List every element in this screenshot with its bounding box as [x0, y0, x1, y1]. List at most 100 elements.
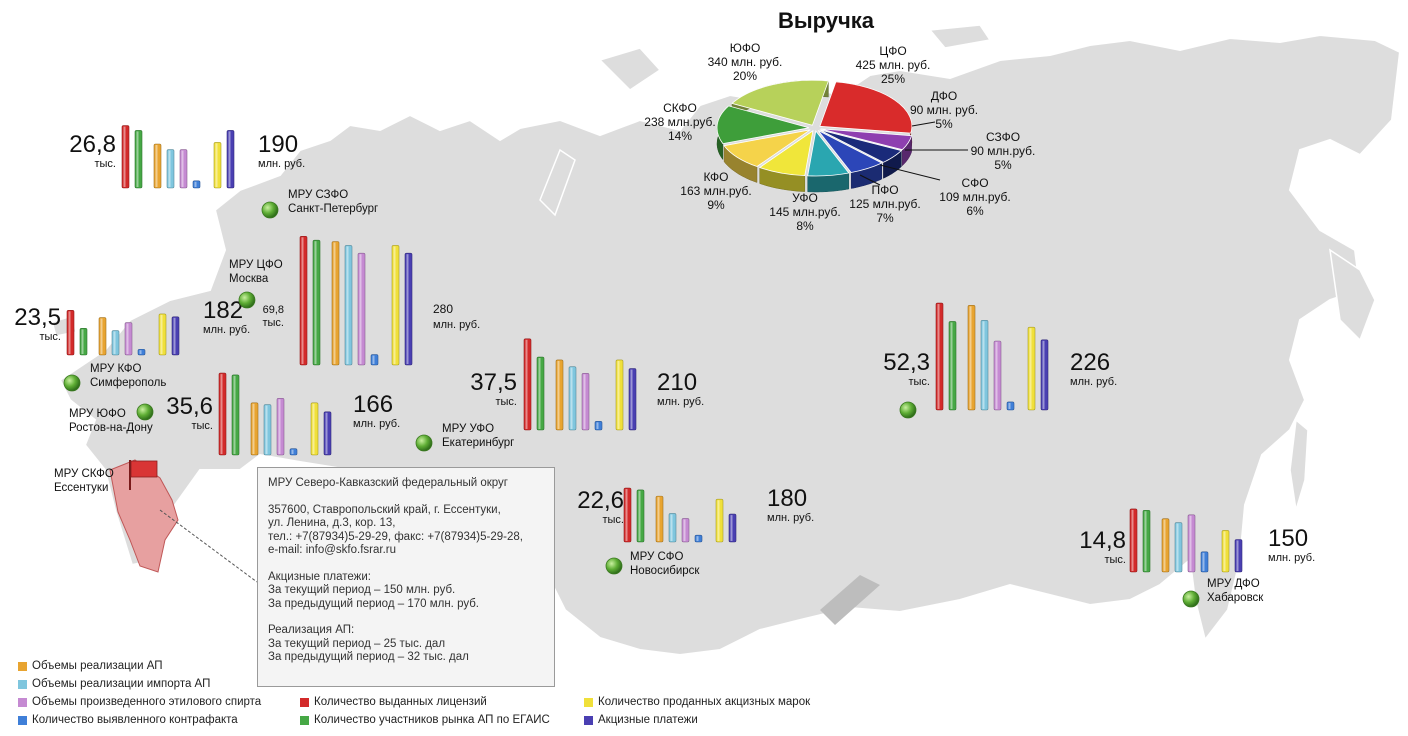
pie-slice-dfo[interactable] [820, 128, 913, 151]
bar-stamps [1027, 326, 1036, 411]
bar-participants [312, 239, 321, 366]
region-marker-sfo2[interactable] [899, 401, 917, 419]
region-marker-sfo[interactable] [605, 557, 623, 575]
region-marker-kfo[interactable] [63, 374, 81, 392]
bar-highlight [100, 318, 103, 354]
bar-highlight [278, 399, 281, 454]
info-realization-current: За текущий период – 25 тыс. дал [268, 637, 446, 650]
pie-label-name-skfo: СКФО [663, 101, 697, 115]
pie-slice-ufo_u[interactable] [758, 129, 814, 177]
pie-label-percent-dfo: 5% [935, 117, 953, 131]
revenue-unit-sfo: млн. руб. [767, 512, 814, 524]
pie-label-percent-yufo: 20% [733, 69, 757, 83]
bar-highlight [136, 131, 139, 187]
bar-highlight [617, 360, 620, 429]
bar-excise [728, 513, 737, 543]
bar-participants [636, 489, 645, 543]
bar-highlight [1163, 519, 1166, 571]
bar-highlight [982, 321, 985, 409]
legend-label: Количество проданных акцизных марок [598, 696, 811, 708]
region-marker-szfo[interactable] [261, 201, 279, 219]
bar-highlight [113, 331, 116, 354]
pie-slice-cfo[interactable] [819, 81, 913, 134]
bar-licenses [1129, 508, 1138, 573]
pie-slice-skfo[interactable] [716, 105, 810, 145]
bar-licenses [218, 372, 227, 456]
bar-highlight [1223, 531, 1226, 571]
info-email[interactable]: e-mail: info@skfo.fsrar.ru [268, 544, 396, 556]
bar-highlight [630, 369, 633, 429]
revenue-unit-kfo: млн. руб. [203, 324, 250, 336]
skfo-flag-icon[interactable] [129, 460, 158, 490]
pie-label-name-sfo: СФО [961, 176, 988, 190]
licenses-value-cfo: 69,8 [263, 304, 284, 316]
bar-highlight [301, 237, 304, 364]
region-city-skfo: Ессентуки [54, 482, 108, 494]
pie-label-name-pfo: ПФО [871, 183, 898, 197]
bar-highlight [126, 323, 129, 354]
bar-highlight [995, 342, 998, 409]
licenses-unit-ufo: тыс. [495, 396, 517, 408]
bar-spirit [681, 518, 690, 543]
region-marker-cfo[interactable] [238, 291, 256, 309]
licenses-value-sfo2: 52,3 [883, 349, 930, 376]
bar-import [668, 513, 677, 543]
pie-label-name-kfo: КФО [703, 170, 728, 184]
region-city-yufo: Ростов-на-Дону [69, 422, 153, 434]
bar-highlight [168, 150, 171, 187]
pie-chart [716, 79, 913, 193]
bar-highlight [265, 405, 268, 454]
bar-highlight [312, 403, 315, 454]
bar-highlight [538, 358, 541, 429]
licenses-unit-dfo: тыс. [1104, 554, 1126, 566]
pie-label-amount-szfo: 90 млн.руб. [971, 144, 1036, 158]
revenue-unit-szfo: млн. руб. [258, 158, 305, 170]
pie-slice-pfo[interactable] [807, 130, 850, 177]
bar-realization [967, 305, 976, 411]
pie-label-amount-dfo: 90 млн. руб. [910, 103, 978, 117]
bar-highlight [1029, 328, 1032, 409]
skfo-info-box: МРУ Северо-Кавказский федеральный округ … [257, 467, 555, 687]
bar-spirit [581, 373, 590, 431]
pie-slice-kfo[interactable] [723, 129, 811, 167]
arctic-island-1 [598, 47, 662, 91]
bar-realization [555, 359, 564, 431]
chart-title: Выручка [778, 8, 875, 33]
revenue-value-ufo: 210 [657, 369, 697, 396]
bar-highlight [525, 339, 528, 429]
legend-label: Количество участников рынка АП по ЕГАИС [314, 714, 550, 726]
pie-slice-szfo[interactable] [819, 129, 903, 163]
bar-stamps [615, 359, 624, 431]
legend-swatch [18, 697, 27, 707]
revenue-value-szfo: 190 [258, 131, 298, 158]
region-city-sfo: Новосибирск [630, 565, 700, 577]
licenses-value-kfo: 23,5 [14, 304, 61, 331]
pie-slice-yufo[interactable] [731, 79, 829, 126]
region-marker-ufo[interactable] [415, 434, 433, 452]
licenses-unit-cfo: тыс. [262, 317, 284, 329]
info-address-1: 357600, Ставропольский край, г. Ессентук… [268, 503, 501, 516]
sakhalin-shape [1289, 418, 1309, 511]
region-marker-dfo[interactable] [1182, 590, 1200, 608]
info-title: МРУ Северо-Кавказский федеральный округ [268, 477, 508, 489]
revenue-value-sfo2: 226 [1070, 349, 1110, 376]
legend-label: Количество выданных лицензий [314, 696, 487, 708]
legend-swatch [18, 715, 27, 725]
licenses-unit-yufo: тыс. [191, 420, 213, 432]
bar-highlight [596, 422, 599, 429]
bar-highlight [717, 500, 720, 541]
pie-label-amount-cfo: 425 млн. руб. [856, 58, 931, 72]
info-excise-heading: Акцизные платежи: [268, 570, 371, 583]
bar-highlight [1042, 340, 1045, 409]
pie-leader-line [911, 121, 936, 127]
revenue-unit-cfo: млн. руб. [433, 319, 480, 331]
legend: Объемы реализации АП Объемы реализации и… [18, 660, 918, 730]
bar-excise [226, 130, 235, 189]
pie-slice-sfo[interactable] [817, 130, 883, 173]
bar-group-szfo [121, 125, 235, 189]
region-marker-yufo[interactable] [136, 403, 154, 421]
bar-group-kfo [66, 310, 180, 356]
pie-label-percent-skfo: 14% [668, 129, 692, 143]
bar-import [344, 245, 353, 366]
